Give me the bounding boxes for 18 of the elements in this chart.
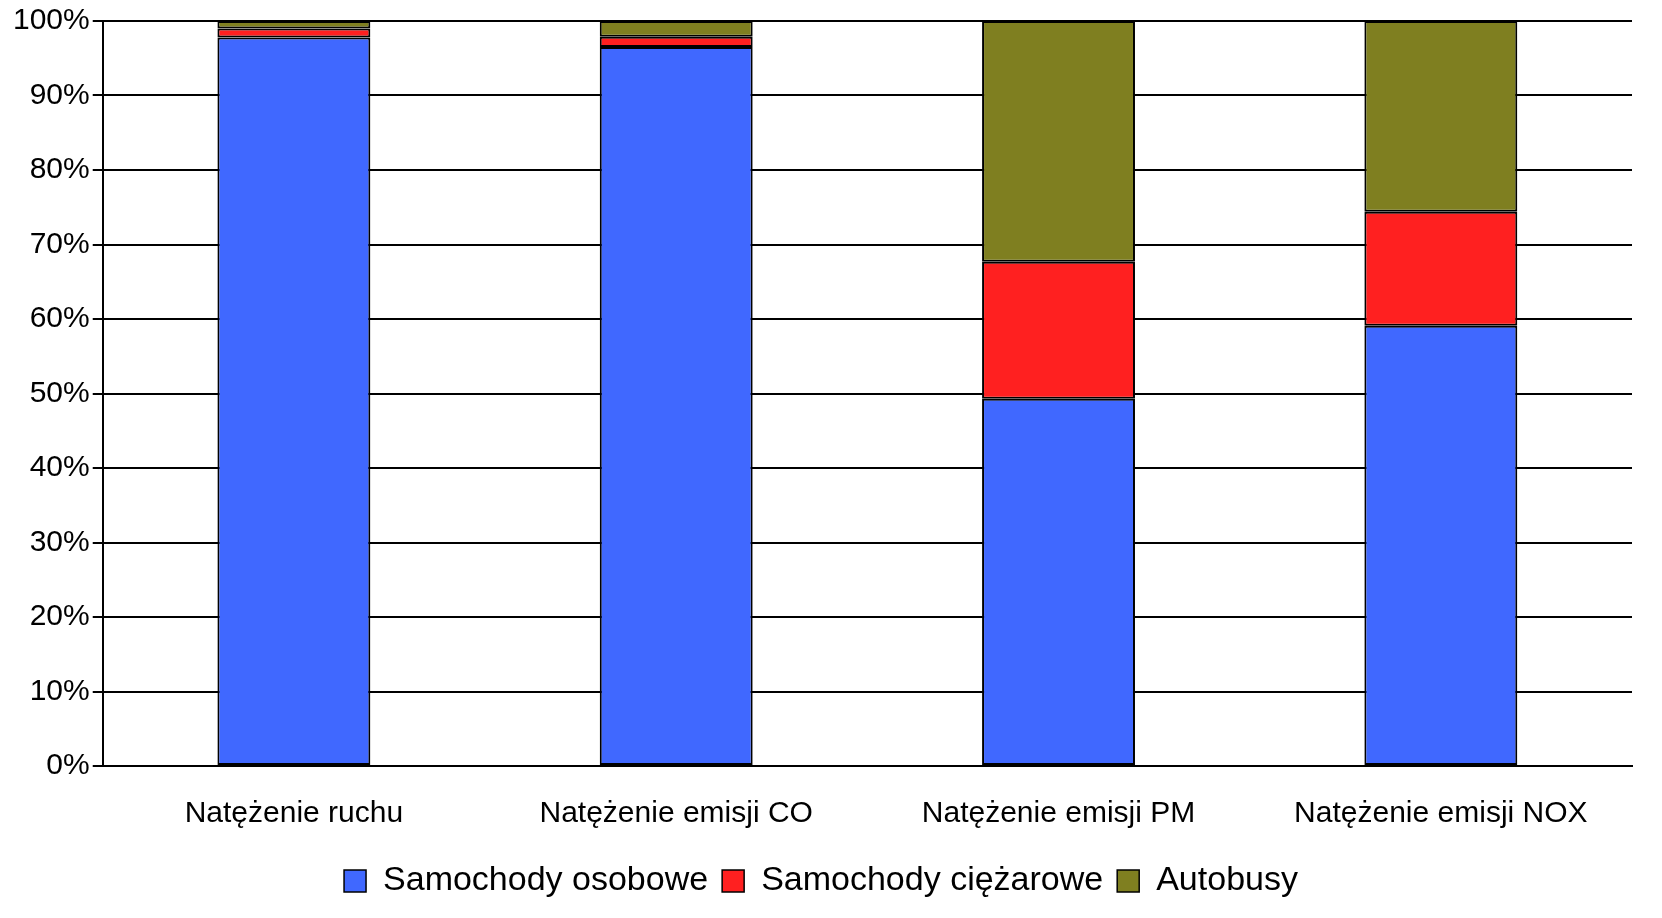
y-tick-label: 0%: [46, 747, 90, 781]
y-tick-label: 20%: [29, 598, 90, 632]
y-tick-label: 50%: [29, 374, 90, 408]
y-tick-label: 10%: [29, 672, 90, 706]
y-tick-label: 60%: [29, 300, 90, 334]
legend-label: Autobusy: [1156, 859, 1298, 898]
y-tick-label: 80%: [29, 151, 90, 185]
x-tick-label: Natężenie emisji CO: [539, 795, 813, 829]
y-tick-label: 40%: [29, 449, 90, 483]
legend-label: Samochody ciężarowe: [761, 859, 1104, 898]
x-tick-label: Natężenie ruchu: [184, 795, 404, 829]
x-tick-label: Natężenie emisji NOX: [1294, 795, 1588, 829]
y-tick-label: 90%: [29, 76, 90, 110]
x-tick-label: Natężenie emisji PM: [921, 795, 1196, 829]
y-tick-label: 30%: [29, 523, 90, 557]
y-tick-label: 70%: [29, 225, 90, 259]
legend-label: Samochody osobowe: [383, 859, 709, 898]
y-tick-label: 100%: [12, 2, 90, 36]
